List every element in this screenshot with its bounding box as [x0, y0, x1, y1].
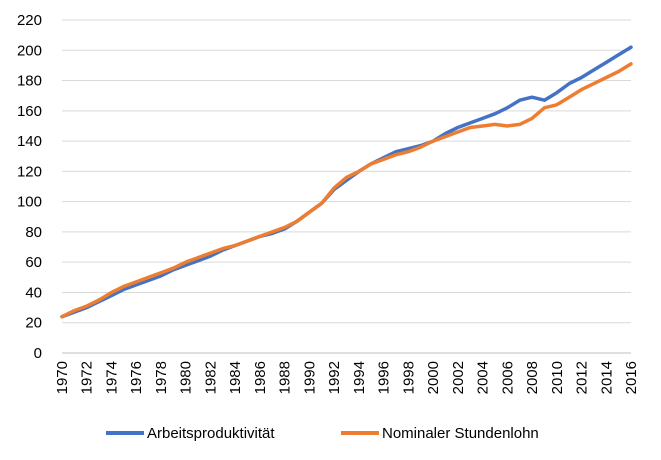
y-axis-tick-labels: 0 20 40 60 80 100 120 140 160 180 200 220: [17, 12, 42, 362]
x-axis-tick-labels: 1970 1972 1974 1976 1978 1980 1982 1984 1986 1988…: [54, 361, 640, 394]
y-tick-label: 160: [17, 103, 42, 120]
x-tick-label: 2000: [425, 361, 442, 394]
y-tick-label: 140: [17, 133, 42, 150]
x-tick-label: 2014: [598, 361, 615, 394]
y-tick-label: 180: [17, 73, 42, 90]
series-lines: [60, 45, 633, 319]
x-tick-label: 1978: [153, 361, 170, 394]
x-tick-label: 1974: [103, 361, 120, 394]
series-line-2: [60, 62, 633, 319]
y-tick-label: 60: [25, 254, 42, 271]
series-line-1: [60, 45, 633, 319]
x-tick-label: 2012: [574, 361, 591, 394]
x-tick-label: 2010: [549, 361, 566, 394]
y-tick-label: 40: [25, 284, 42, 301]
x-tick-label: 2004: [475, 361, 492, 394]
y-tick-label: 120: [17, 163, 42, 180]
x-tick-label: 2002: [450, 361, 467, 394]
x-tick-label: 1990: [301, 361, 318, 394]
y-tick-label: 200: [17, 42, 42, 59]
x-tick-label: 2016: [623, 361, 640, 394]
legend-label-2: Nominaler Stundenlohn: [382, 425, 539, 442]
y-tick-label: 20: [25, 315, 42, 332]
x-tick-label: 1992: [326, 361, 343, 394]
x-tick-label: 1986: [252, 361, 269, 394]
x-tick-label: 2006: [499, 361, 516, 394]
x-tick-label: 1998: [400, 361, 417, 394]
x-tick-label: 2008: [524, 361, 541, 394]
y-tick-label: 100: [17, 194, 42, 211]
x-tick-label: 1972: [79, 361, 96, 394]
y-tick-label: 0: [34, 345, 42, 362]
x-tick-label: 1984: [227, 361, 244, 394]
gridlines: [62, 19, 631, 354]
x-tick-label: 1976: [128, 361, 145, 394]
legend: Arbeitsproduktivität Nominaler Stundenloh…: [106, 425, 539, 442]
x-tick-label: 1970: [54, 361, 71, 394]
y-tick-label: 220: [17, 12, 42, 29]
x-tick-label: 1994: [351, 361, 368, 394]
legend-label-1: Arbeitsproduktivität: [147, 425, 275, 442]
x-tick-label: 1988: [277, 361, 294, 394]
x-tick-label: 1996: [376, 361, 393, 394]
y-tick-label: 80: [25, 224, 42, 241]
x-tick-label: 1982: [202, 361, 219, 394]
x-tick-label: 1980: [178, 361, 195, 394]
